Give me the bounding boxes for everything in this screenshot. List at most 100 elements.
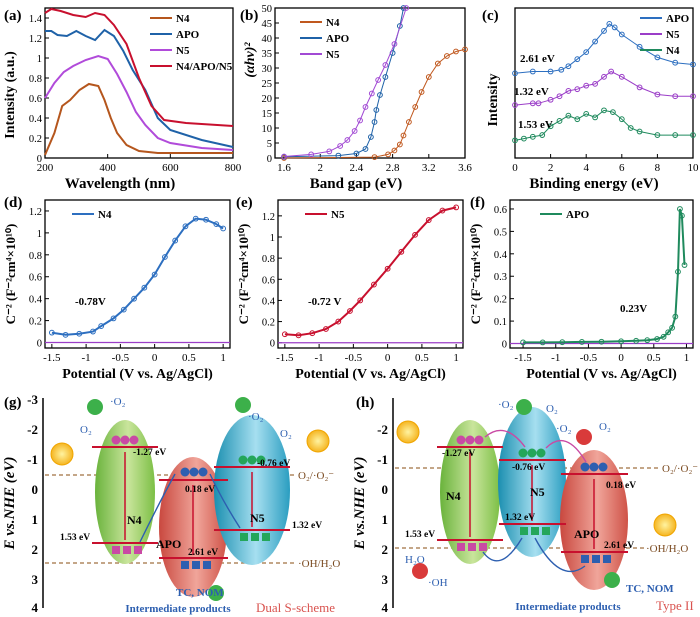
y-tick-label: 0.8 bbox=[29, 74, 42, 85]
y-tick-label: 35 bbox=[262, 49, 273, 60]
h-transfer-arrow-3 bbox=[534, 537, 586, 573]
data-point bbox=[434, 60, 441, 67]
data-point bbox=[690, 93, 696, 100]
series-line-n5 bbox=[514, 70, 693, 106]
data-point bbox=[453, 204, 460, 211]
g-apo-vb-label: 2.61 eV bbox=[188, 548, 218, 558]
h-apo-name: APO bbox=[574, 527, 599, 541]
y-tick-label: 0.2 bbox=[29, 134, 42, 145]
chart-mott-schottky-n5: -1.5 -1 -0.5 0 0.5 1 0 0.2 0.4 0.6 0.8 1 1.2 N5 Potent… bbox=[236, 199, 464, 382]
x-tick-label: 3.2 bbox=[422, 162, 436, 174]
g-products: Intermediate products bbox=[125, 603, 231, 615]
data-point bbox=[601, 107, 607, 114]
data-point bbox=[574, 116, 581, 123]
axis-title-y: C⁻² (F⁻²cm⁴×10¹⁰) bbox=[3, 224, 18, 325]
data-point bbox=[592, 80, 598, 87]
data-point bbox=[425, 217, 432, 223]
annotation-label: 2.61 eV bbox=[520, 53, 555, 65]
y-tick-label: 30 bbox=[262, 64, 273, 75]
data-point bbox=[654, 54, 661, 61]
data-point bbox=[583, 110, 590, 117]
h-o2-molecule-2: O₂ bbox=[599, 421, 611, 433]
data-point bbox=[601, 73, 607, 80]
data-point bbox=[131, 295, 137, 302]
x-tick-label: 0 bbox=[385, 352, 391, 364]
y-tick-label: 0 bbox=[37, 339, 42, 350]
data-point bbox=[660, 333, 667, 340]
legend-label: APO bbox=[566, 209, 590, 221]
g-smiley-icon bbox=[87, 399, 103, 415]
g-o2-molecule: O₂ bbox=[80, 424, 92, 436]
data-point bbox=[669, 324, 675, 331]
h-sun-icon-right bbox=[653, 513, 677, 537]
data-point bbox=[373, 107, 380, 113]
data-point bbox=[675, 268, 681, 275]
legend-label: N4 bbox=[666, 45, 680, 57]
h-scheme-name: Type II bbox=[656, 598, 694, 613]
data-point bbox=[172, 237, 179, 244]
g-smiley-icon-2 bbox=[235, 397, 251, 413]
g-scheme-name: Dual S-scheme bbox=[256, 600, 335, 615]
data-point bbox=[326, 148, 333, 155]
data-point bbox=[344, 137, 351, 143]
g-n4-name: N4 bbox=[127, 513, 142, 527]
x-tick-label: 600 bbox=[162, 162, 179, 174]
data-point bbox=[203, 216, 209, 223]
h-tick: 0 bbox=[382, 482, 389, 497]
x-tick-label: 2.8 bbox=[386, 162, 400, 174]
panel-letter-h: (h) bbox=[356, 395, 374, 411]
data-point bbox=[654, 91, 661, 98]
data-point bbox=[606, 20, 613, 27]
h-sad-icon bbox=[576, 429, 592, 445]
h-o2-molecule: O₂ bbox=[546, 403, 558, 415]
data-point bbox=[592, 38, 598, 45]
x-tick-label: 3.6 bbox=[458, 162, 472, 174]
data-point bbox=[377, 92, 383, 98]
x-tick-label: -0.5 bbox=[112, 352, 130, 364]
y-tick-label: 0.2 bbox=[494, 295, 507, 306]
data-point bbox=[98, 323, 105, 329]
plot-frame bbox=[44, 199, 231, 349]
g-pollutants: TC, NOM bbox=[176, 587, 224, 599]
x-tick-label: 200 bbox=[37, 162, 54, 174]
x-tick-label: 2 bbox=[317, 162, 323, 174]
data-point bbox=[141, 284, 148, 291]
plot-frame bbox=[277, 199, 464, 349]
data-point bbox=[681, 262, 688, 268]
data-point bbox=[439, 207, 446, 214]
data-point bbox=[574, 56, 581, 63]
y-tick-label: 0.4 bbox=[29, 114, 43, 125]
y-tick-label: 1.2 bbox=[262, 212, 275, 223]
g-axis-ticks: -3 -2 -1 0 1 2 3 4 bbox=[27, 392, 38, 615]
axis-title-b-y: (αhν)² bbox=[243, 42, 258, 78]
data-point bbox=[559, 339, 566, 346]
g-tick: 0 bbox=[32, 482, 39, 497]
h-n4-name: N4 bbox=[446, 489, 461, 503]
legend-label: N5 bbox=[331, 209, 345, 221]
data-point bbox=[598, 338, 605, 345]
data-point bbox=[610, 109, 616, 116]
h-n5-cb-label: -0.76 eV bbox=[512, 463, 545, 473]
data-point bbox=[592, 114, 598, 121]
data-point bbox=[391, 147, 398, 154]
h-tick: -1 bbox=[377, 452, 388, 467]
panel-g-dual-s-scheme: E vs.NHE (eV) -3 -2 -1 0 1 2 3 4 O₂/·O₂⁻… bbox=[2, 392, 340, 615]
series-line-apo bbox=[45, 28, 234, 148]
x-tick-label: 8 bbox=[655, 162, 661, 174]
data-point bbox=[654, 132, 661, 138]
h-o2-radical: ·O₂ bbox=[498, 399, 514, 411]
plot-frame bbox=[44, 7, 234, 159]
data-point bbox=[529, 68, 536, 75]
data-point bbox=[672, 132, 679, 138]
y-tick-label: 0.8 bbox=[29, 251, 42, 262]
y-tick-label: 0.6 bbox=[262, 275, 275, 286]
data-point bbox=[351, 128, 358, 134]
data-point bbox=[633, 337, 640, 344]
h-oh-radical: ·OH bbox=[428, 577, 448, 589]
data-point bbox=[425, 74, 432, 80]
h-axis-title: E vs.NHE (eV) bbox=[352, 457, 368, 551]
data-point bbox=[601, 28, 607, 34]
panel-letter-d: (d) bbox=[4, 195, 22, 211]
y-tick-label: 1.4 bbox=[29, 14, 43, 25]
h-apo-vb-label: 2.61 eV bbox=[604, 541, 634, 551]
